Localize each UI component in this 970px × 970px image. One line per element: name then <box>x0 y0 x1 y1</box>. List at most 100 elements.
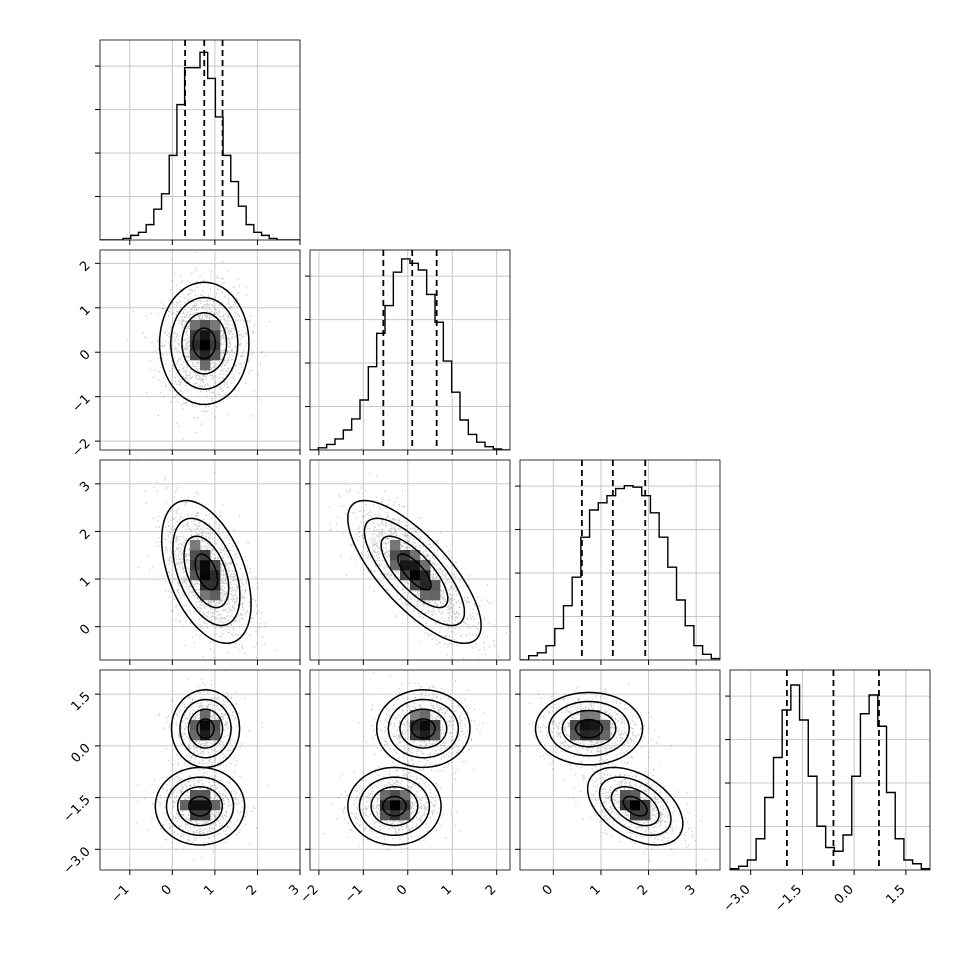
x-tick-label: 0 <box>540 882 556 898</box>
contour-line <box>375 689 471 769</box>
joint-content <box>328 473 507 660</box>
contour-line <box>622 795 648 817</box>
contour-line <box>370 786 419 827</box>
contour-line <box>387 698 460 759</box>
density-cell <box>390 790 401 801</box>
y-tick-label: −1.5 <box>61 793 94 826</box>
density-cell <box>380 800 391 811</box>
panel-frame <box>99 669 301 871</box>
density-cell <box>420 570 431 581</box>
density-cell <box>400 790 411 801</box>
contour-line <box>172 517 241 627</box>
density-cell <box>390 560 401 571</box>
density-cell <box>410 710 421 721</box>
density-cell <box>200 790 211 801</box>
density-cell <box>200 340 211 351</box>
density-cell <box>420 560 431 571</box>
density-cell <box>430 720 441 731</box>
density-cell <box>420 710 431 721</box>
density-cell <box>210 590 221 601</box>
density-cell <box>590 710 601 721</box>
contour-line <box>610 786 660 827</box>
density-cell <box>210 720 221 731</box>
density-cell <box>410 560 421 571</box>
panel-frame <box>519 459 721 661</box>
density-cell <box>210 330 221 341</box>
x-tick-label: 2 <box>244 882 260 898</box>
panel-frame <box>519 669 721 871</box>
density-cell <box>380 810 391 821</box>
x-tick-label: 1.5 <box>883 882 908 907</box>
contour-line <box>380 535 449 609</box>
contour-line <box>397 553 432 591</box>
y-tick-label: 1 <box>77 574 93 590</box>
contour-line <box>574 718 604 739</box>
contour-line <box>399 708 448 749</box>
histogram-panel <box>305 249 511 455</box>
y-tick-label: −1 <box>69 392 93 416</box>
contour-line <box>158 281 250 406</box>
density-cell <box>590 730 601 741</box>
density-cell <box>200 320 211 331</box>
contour-line <box>196 718 215 740</box>
density-cell <box>430 590 441 601</box>
joint-panel: 0 1 2 3 <box>77 459 301 665</box>
density-cell <box>190 320 201 331</box>
y-tick-label: 0 <box>77 622 93 638</box>
density-cell <box>570 720 581 731</box>
density-cell <box>200 360 211 371</box>
contour-line <box>586 766 684 846</box>
density-cell <box>420 730 431 741</box>
x-tick-label: 1 <box>439 882 455 898</box>
contour-line <box>598 776 672 837</box>
y-tick-label: −2 <box>69 436 93 460</box>
density-cell <box>400 810 411 821</box>
density-cell <box>200 350 211 361</box>
histogram-panel <box>515 459 721 665</box>
joint-panel: −1 0 1 2 3−3.0−1.50.01.5 <box>61 669 303 906</box>
contour-line <box>154 766 246 846</box>
histogram-panel: −3.0 −1.5 0.0 1.5 <box>721 669 931 915</box>
panel-frame <box>309 459 511 661</box>
x-tick-label: 0 <box>394 882 410 898</box>
contour-line <box>179 698 232 759</box>
density-cell <box>190 350 201 361</box>
y-tick-label: 2 <box>77 526 93 542</box>
x-tick-label: −1.5 <box>772 882 805 915</box>
density-cell <box>190 800 201 811</box>
contour-line <box>181 312 228 375</box>
density-cell <box>210 570 221 581</box>
density-cell <box>200 800 211 811</box>
density-cell <box>590 720 601 731</box>
density-cell <box>210 800 221 811</box>
joint-content <box>135 670 270 860</box>
density-cell <box>190 720 201 731</box>
x-tick-label: 3 <box>683 882 699 898</box>
contour-line <box>188 795 212 817</box>
histogram-panel <box>95 39 301 245</box>
density-cell <box>400 800 411 811</box>
contour-line <box>165 776 235 837</box>
density-cell <box>190 790 201 801</box>
contour-line <box>363 517 466 627</box>
contour-line <box>410 718 436 740</box>
density-cell <box>410 720 421 731</box>
joint-panel: −2 −1 0 1 2 <box>69 249 301 460</box>
scatter-points <box>135 670 270 860</box>
x-tick-label: 0.0 <box>832 882 857 907</box>
density-cell <box>210 730 221 741</box>
density-cell <box>630 790 641 801</box>
density-cell <box>200 580 211 591</box>
joint-panel: 0 1 2 3 <box>515 669 721 899</box>
density-cell <box>200 710 211 721</box>
density-cell <box>210 350 221 361</box>
panel-frame <box>99 459 301 661</box>
panel-frame <box>309 249 511 451</box>
density-cell <box>570 730 581 741</box>
contour-line <box>183 535 230 609</box>
density-cell <box>190 540 201 551</box>
density-cell <box>600 730 611 741</box>
density-cell <box>580 710 591 721</box>
contour-line <box>194 553 219 591</box>
